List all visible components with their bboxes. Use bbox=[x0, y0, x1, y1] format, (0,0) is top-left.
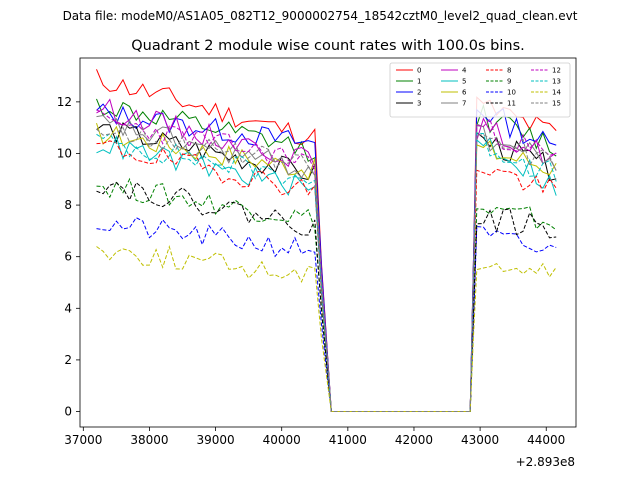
x-tick-label: 44000 bbox=[527, 433, 565, 447]
series-line-15 bbox=[96, 126, 557, 412]
y-axis: 0 2 4 6 8 10 12 bbox=[57, 95, 80, 419]
legend-label-13: 13 bbox=[552, 78, 561, 86]
y-tick-label: 0 bbox=[64, 405, 72, 419]
y-tick-label: 8 bbox=[64, 198, 72, 212]
plot-frame bbox=[79, 57, 577, 428]
legend-label-9: 9 bbox=[507, 78, 511, 86]
legend-label-4: 4 bbox=[462, 67, 467, 75]
y-tick-label: 2 bbox=[64, 353, 72, 367]
legend-label-5: 5 bbox=[462, 78, 466, 86]
legend-label-7: 7 bbox=[462, 100, 466, 108]
x-tick-label: 38000 bbox=[130, 433, 168, 447]
legend-label-6: 6 bbox=[462, 89, 467, 97]
legend-label-3: 3 bbox=[417, 100, 421, 108]
chart-title: Quadrant 2 module wise count rates with … bbox=[131, 38, 525, 54]
legend-label-11: 11 bbox=[507, 100, 516, 108]
y-tick-label: 12 bbox=[57, 95, 72, 109]
y-tick-label: 6 bbox=[64, 250, 72, 264]
x-tick-label: 37000 bbox=[64, 433, 102, 447]
y-tick-label: 4 bbox=[64, 301, 72, 315]
x-axis: 37000 38000 39000 40000 41000 42000 43000 44000 bbox=[64, 427, 565, 447]
x-tick-label: 40000 bbox=[263, 433, 301, 447]
legend-label-10: 10 bbox=[507, 89, 516, 97]
legend-box bbox=[389, 62, 571, 118]
legend-label-2: 2 bbox=[417, 89, 421, 97]
legend-label-15: 15 bbox=[552, 100, 561, 108]
series-line-10 bbox=[96, 217, 557, 412]
figure-suptitle: Data file: modeM0/AS1A05_082T12_90000027… bbox=[63, 9, 578, 23]
legend-label-0: 0 bbox=[417, 67, 421, 75]
legend-label-12: 12 bbox=[552, 67, 561, 75]
legend-label-14: 14 bbox=[552, 89, 561, 97]
legend-label-8: 8 bbox=[507, 67, 511, 75]
x-tick-label: 41000 bbox=[329, 433, 367, 447]
legend-label-1: 1 bbox=[417, 78, 421, 86]
series-line-8 bbox=[96, 140, 557, 412]
y-tick-label: 10 bbox=[57, 146, 72, 160]
x-tick-label: 39000 bbox=[196, 433, 234, 447]
series-layer bbox=[96, 69, 557, 412]
x-tick-label: 42000 bbox=[395, 433, 433, 447]
x-tick-label: 43000 bbox=[461, 433, 499, 447]
x-offset-label: +2.893e8 bbox=[516, 455, 575, 469]
